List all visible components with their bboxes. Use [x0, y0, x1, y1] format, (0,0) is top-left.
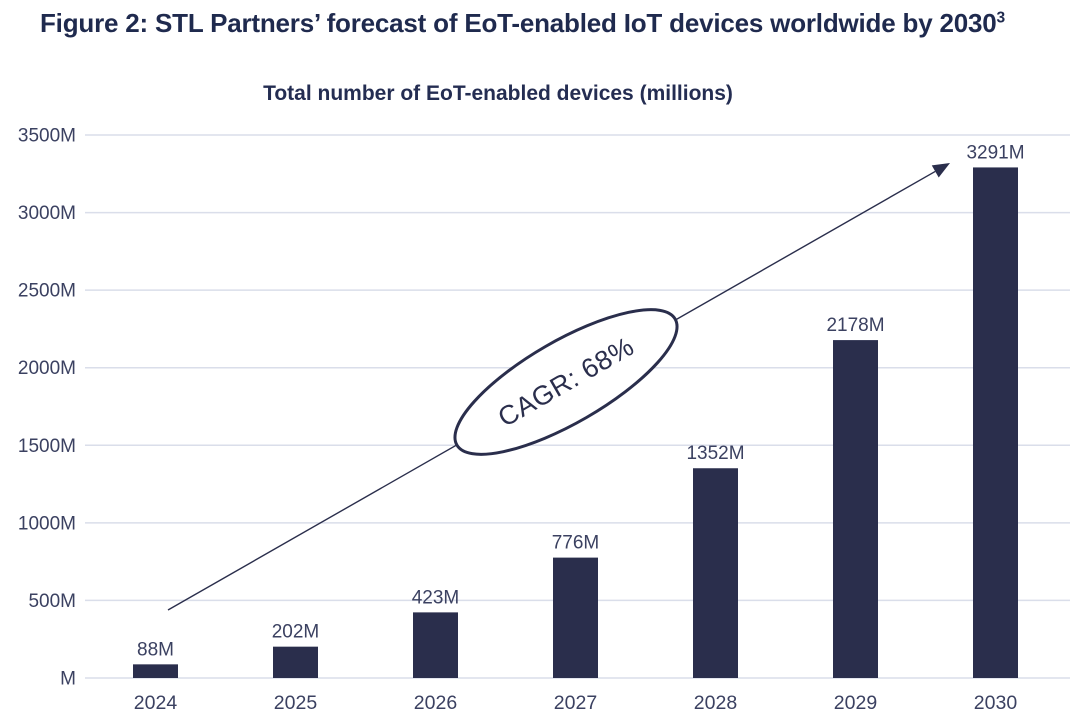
bar-2027 [553, 557, 598, 678]
bar-value-label: 3291M [966, 142, 1024, 163]
bar-value-label: 776M [552, 533, 600, 554]
x-axis-tick-label: 2030 [974, 692, 1018, 714]
bar-value-label: 423M [412, 587, 460, 608]
y-axis-tick-label: 3000M [18, 203, 76, 224]
x-axis-tick-label: 2024 [134, 692, 178, 714]
y-axis-tick-label: 1500M [18, 436, 76, 457]
bar-value-label: 88M [137, 639, 174, 660]
figure-title: Figure 2: STL Partners’ forecast of EoT-… [40, 8, 1005, 39]
x-axis-tick-label: 2025 [274, 692, 318, 714]
chart-title: Total number of EoT-enabled devices (mil… [263, 82, 733, 105]
bar-2030 [973, 167, 1018, 678]
y-axis-tick-label: 2000M [18, 358, 76, 379]
y-axis-tick-label: 2500M [18, 281, 76, 302]
bar-2026 [413, 612, 458, 678]
bar-value-label: 1352M [686, 443, 744, 464]
bar-2024 [133, 664, 178, 678]
x-axis-tick-label: 2027 [554, 692, 597, 714]
figure-title-text: Figure 2: STL Partners’ forecast of EoT-… [40, 8, 997, 38]
y-axis-tick-label: 3500M [18, 126, 76, 147]
y-axis-tick-label: 500M [28, 591, 76, 612]
trend-arrow-head [931, 163, 950, 178]
x-axis-tick-label: 2028 [694, 692, 737, 714]
x-axis-tick-label: 2026 [414, 692, 457, 714]
bar-value-label: 202M [272, 622, 320, 643]
cagr-ellipse [453, 308, 679, 456]
bar-2025 [273, 646, 318, 678]
bar-value-label: 2178M [826, 315, 884, 336]
figure-title-superscript: 3 [996, 9, 1006, 27]
bar-2028 [693, 468, 738, 678]
y-axis-tick-label: M [60, 669, 76, 690]
y-axis-tick-label: 1000M [18, 513, 76, 534]
bar-2029 [833, 340, 878, 678]
x-axis-tick-label: 2029 [834, 692, 877, 714]
